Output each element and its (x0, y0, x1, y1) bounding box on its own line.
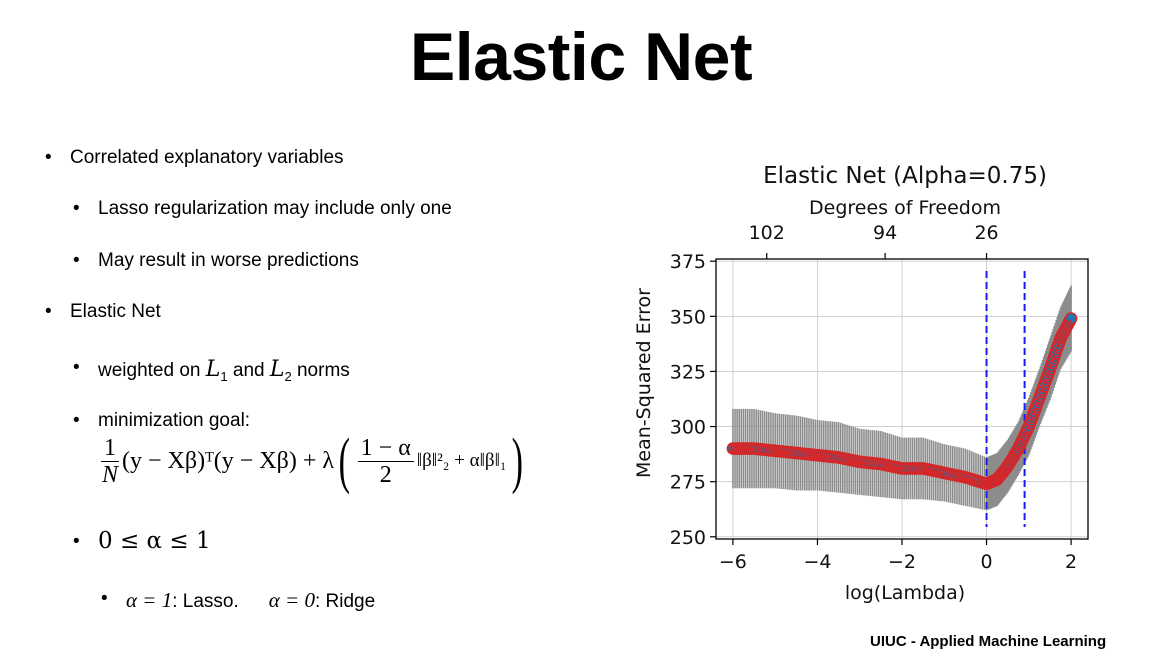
x-axis-label: log(Lambda) (845, 582, 965, 604)
y-tick-label: 250 (670, 527, 706, 549)
left-paren: ( (338, 427, 351, 495)
alpha-zero-math: α = 0 (268, 588, 315, 612)
fraction-one-over-n: 1 N (101, 435, 119, 488)
formula-residual-term: (y − Xβ)ᵀ(y − Xβ) + λ (122, 447, 334, 474)
bullet-alpha-values: • α = 1: Lasso. α = 0: Ridge (101, 588, 376, 613)
bullet-text: minimization goal: (98, 410, 251, 431)
y-tick-label: 300 (670, 417, 706, 439)
l1-symbol: L (205, 357, 221, 382)
bullet-text-post: norms (291, 360, 350, 381)
bullet-text-pre: weighted on (98, 360, 206, 381)
top-tick-label: 94 (873, 222, 897, 244)
x-tick-label: −2 (888, 551, 916, 573)
ridge-label: : Ridge (314, 591, 376, 612)
l2-symbol: L (269, 357, 285, 382)
l2-subscript: 2 (284, 368, 292, 384)
bullet-text: Correlated explanatory variables (70, 147, 344, 168)
x-tick-label: −4 (803, 551, 831, 573)
fraction-denominator: 2 (379, 461, 392, 488)
bullet-dot: • (45, 301, 52, 322)
bullet-minimization: • minimization goal: (73, 410, 251, 432)
bullet-text: Elastic Net (70, 301, 161, 322)
bullet-dot: • (73, 531, 80, 552)
bullet-weighted-norms: • weighted on L1 and L2 norms (73, 357, 350, 384)
y-tick-label: 325 (670, 361, 706, 383)
fraction-denominator: N (101, 461, 118, 488)
bullet-dot: • (73, 198, 80, 219)
slide-title: Elastic Net (409, 19, 753, 95)
bullet-dot: • (73, 250, 80, 271)
bullet-lasso-one: • Lasso regularization may include only … (73, 198, 452, 220)
plot-area: −6 −4 −2 0 2 250 275 300 325 350 375 102 94 26 (670, 222, 1089, 573)
bullet-dot: • (45, 147, 52, 168)
bullet-dot: • (101, 588, 108, 609)
l1-subscript: 1 (220, 368, 228, 384)
bullet-text: Lasso regularization may include only on… (98, 198, 452, 219)
y-axis-label: Mean-Squared Error (633, 288, 655, 478)
top-tick-label: 102 (749, 222, 785, 244)
fraction-numerator: 1 (101, 435, 119, 462)
top-tick-label: 26 (974, 222, 998, 244)
y-tick-label: 275 (670, 472, 706, 494)
y-tick-label: 375 (670, 251, 706, 273)
data-point (1064, 312, 1078, 325)
y-tick-label: 350 (670, 306, 706, 328)
elastic-net-objective-formula: 1 N (y − Xβ)ᵀ(y − Xβ) + λ ( 1 − α 2 ‖β‖²… (98, 430, 527, 492)
bullet-elastic-net: • Elastic Net (45, 301, 161, 323)
bullet-dot: • (73, 357, 80, 378)
top-axis-label: Degrees of Freedom (809, 197, 1001, 219)
lasso-label: : Lasso. (172, 591, 239, 612)
bullet-text: May result in worse predictions (98, 250, 359, 271)
formula-norm-term: ‖β‖²₂ + α‖β‖₁ (416, 450, 507, 471)
bullet-correlated: • Correlated explanatory variables (45, 147, 344, 169)
bullet-text-mid: and (227, 360, 270, 381)
fraction-one-minus-alpha-over-two: 1 − α 2 (357, 435, 414, 488)
alpha-one-math: α = 1 (126, 588, 173, 612)
bullet-text: 0 ≤ α ≤ 1 (98, 528, 211, 554)
x-tick-label: −6 (719, 551, 747, 573)
bullet-worse-predictions: • May result in worse predictions (73, 250, 359, 272)
bullet-alpha-range: • 0 ≤ α ≤ 1 (73, 528, 211, 554)
bullet-dot: • (73, 410, 80, 431)
right-paren: ) (511, 427, 523, 495)
elastic-net-cv-chart: Elastic Net (Alpha=0.75) Degrees of Free… (633, 163, 1089, 604)
fraction-numerator: 1 − α (357, 435, 414, 462)
x-tick-label: 0 (980, 551, 992, 573)
chart-title: Elastic Net (Alpha=0.75) (763, 163, 1047, 189)
x-tick-label: 2 (1065, 551, 1077, 573)
footer-course-name: UIUC - Applied Machine Learning (870, 633, 1107, 650)
